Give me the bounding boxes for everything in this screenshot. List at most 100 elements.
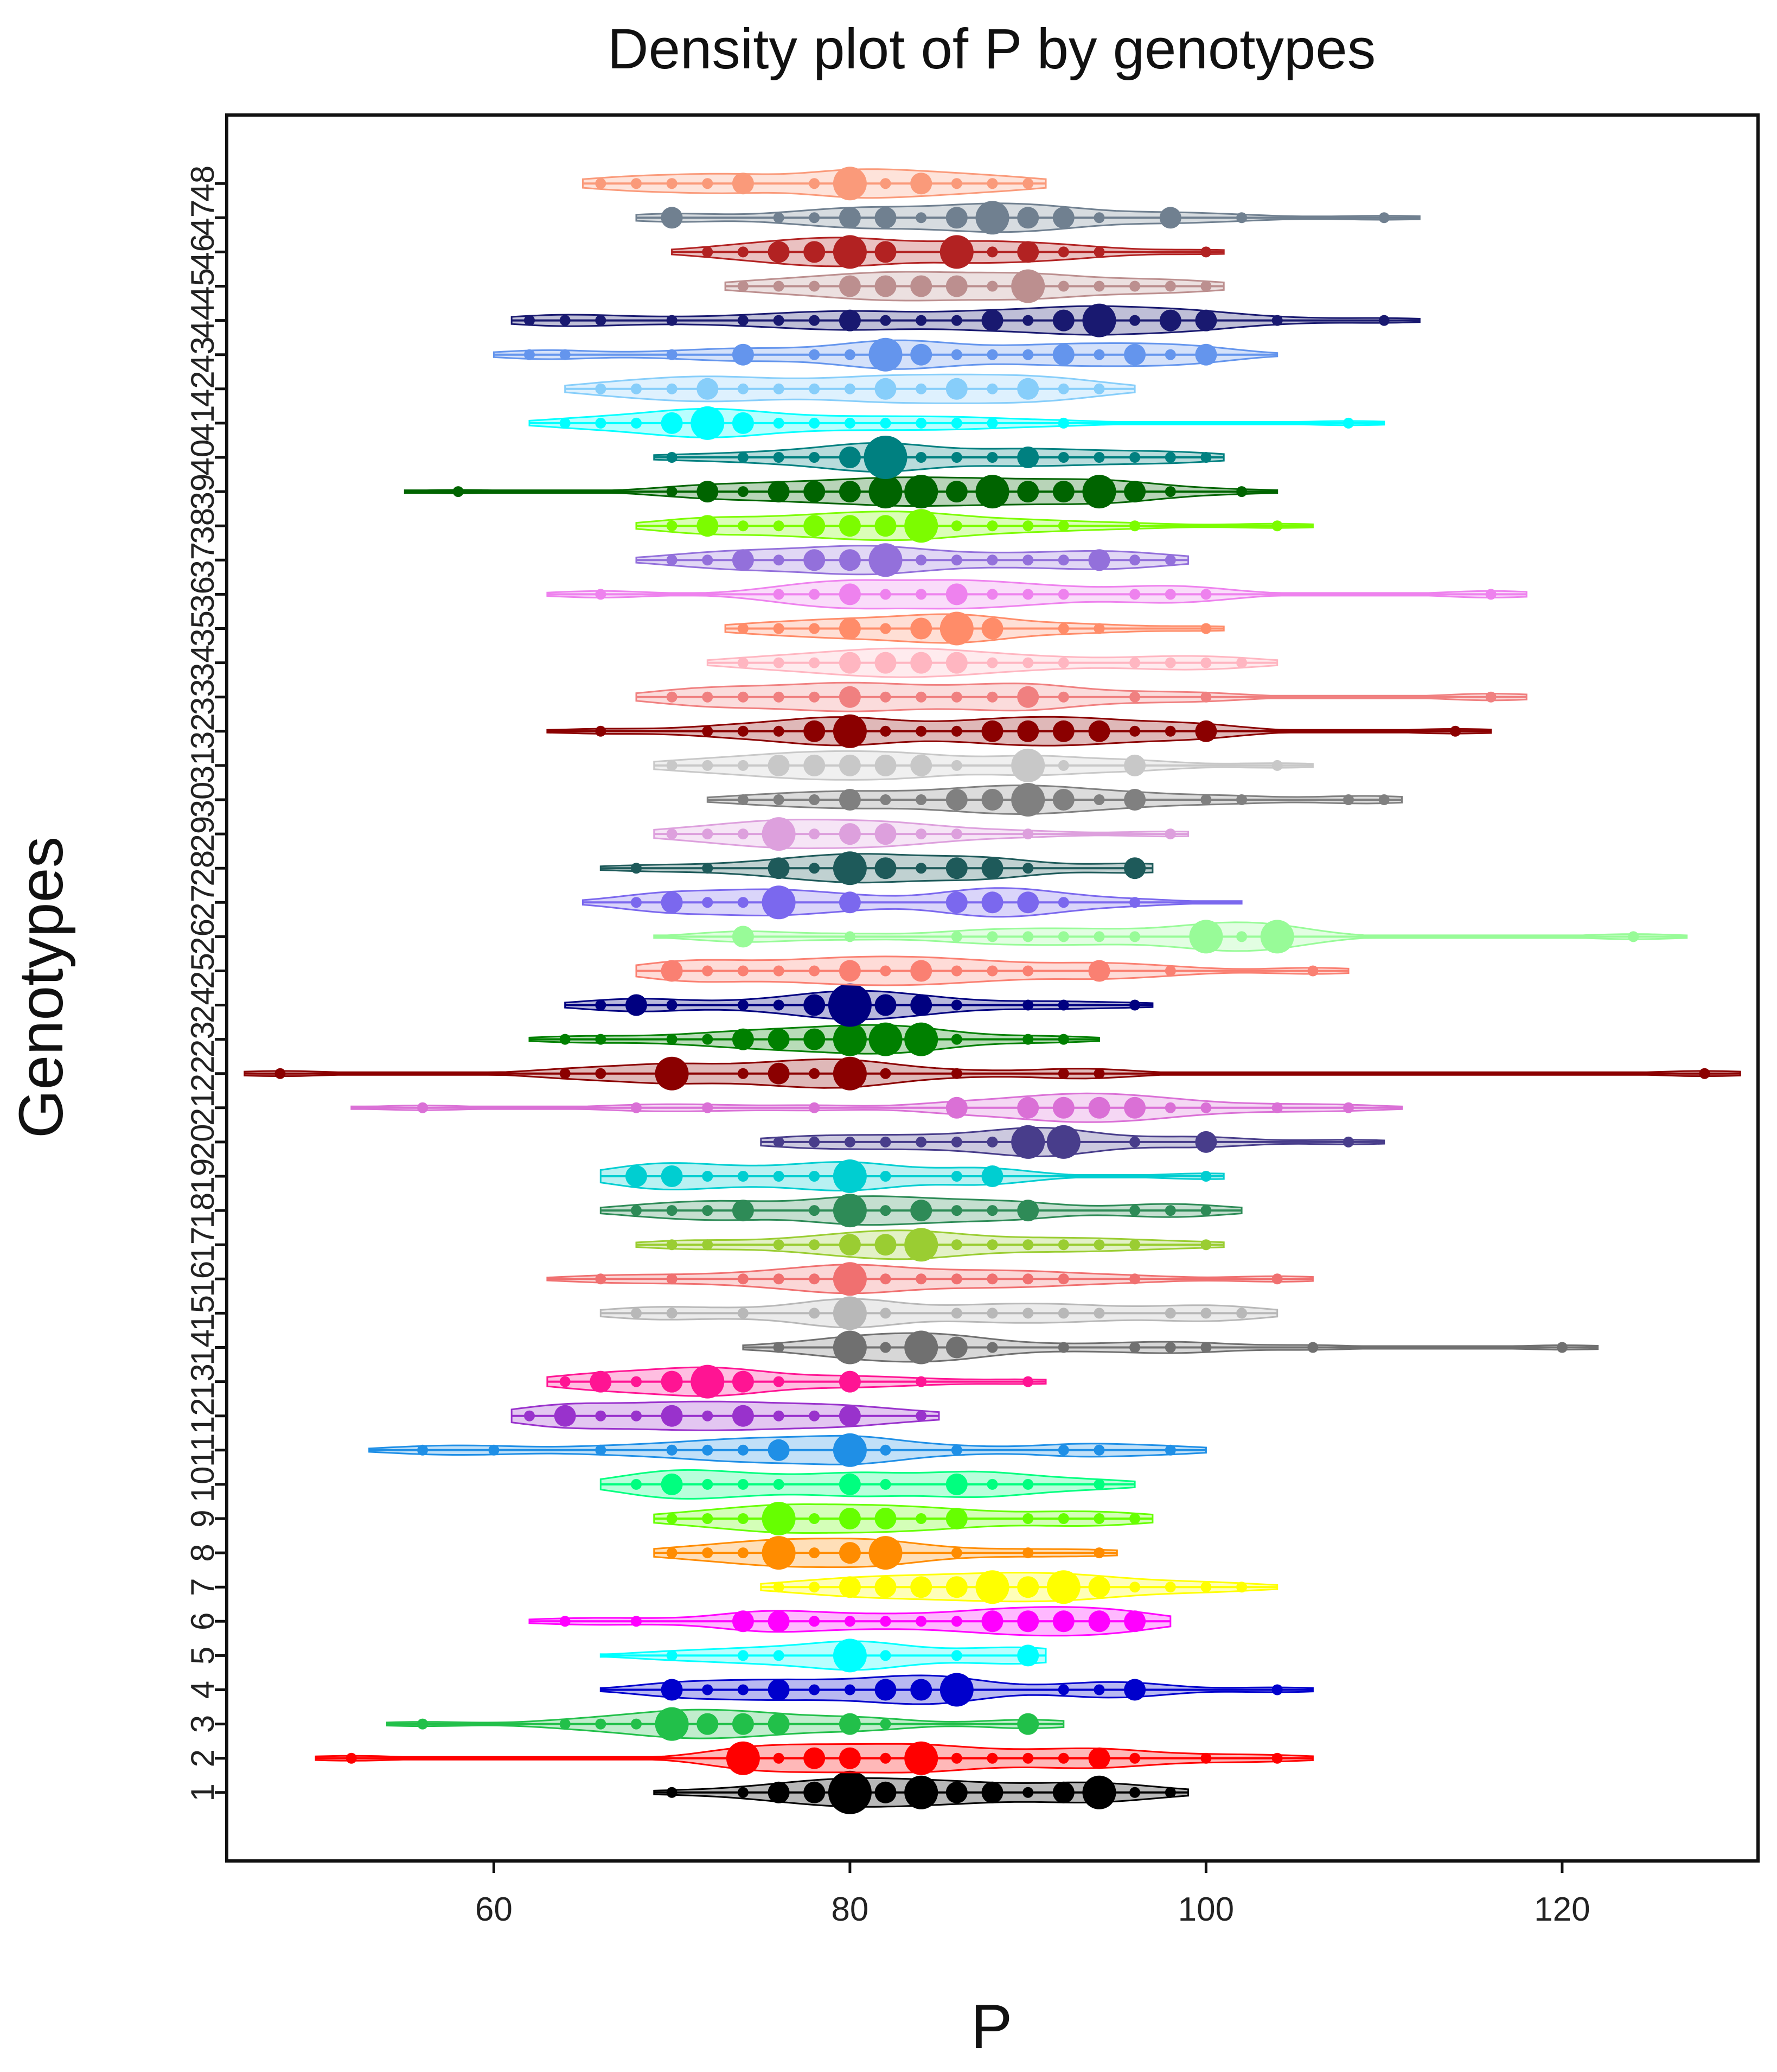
genotype-32-point: [880, 725, 891, 737]
genotype-38-point: [951, 520, 962, 532]
genotype-10-point: [737, 1478, 749, 1490]
y-tick-label: 3: [184, 1715, 221, 1733]
genotype-47-point: [809, 212, 820, 224]
y-tick-label: 19: [184, 1158, 221, 1195]
genotype-36-point: [1129, 589, 1141, 600]
genotype-2-point: [1058, 1752, 1069, 1764]
genotype-28-point: [702, 863, 713, 874]
genotype-1-point: [1165, 1787, 1176, 1798]
genotype-16-point: [880, 1273, 891, 1285]
genotype-30-point: [1124, 789, 1146, 811]
genotype-48-point: [666, 178, 677, 189]
genotype-31-point: [737, 760, 749, 771]
genotype-21-point: [702, 1102, 713, 1113]
y-tick-label: 25: [184, 953, 221, 989]
genotype-3-point: [595, 1718, 606, 1730]
genotype-14-point: [1200, 1342, 1212, 1353]
y-tick-label: 46: [184, 234, 221, 270]
genotype-32-point: [1450, 725, 1461, 737]
genotype-20-point: [773, 1136, 784, 1147]
genotype-45-point: [1200, 280, 1212, 292]
genotype-30-point: [737, 794, 749, 805]
genotype-39-point: [945, 481, 968, 503]
genotype-29-point: [916, 828, 927, 840]
genotype-26-point: [1628, 931, 1639, 942]
genotype-18-point: [833, 1194, 867, 1228]
genotype-23-point: [732, 1028, 754, 1050]
genotype-4-point: [737, 1684, 749, 1695]
genotype-35-point: [1200, 623, 1212, 634]
genotype-13-point: [773, 1376, 784, 1387]
genotype-12-point: [524, 1410, 535, 1421]
genotype-42-point: [666, 383, 677, 394]
genotype-47-point: [1017, 207, 1039, 229]
genotype-27-point: [1129, 897, 1141, 908]
genotype-28-point: [809, 863, 820, 874]
genotype-11-group: [368, 1433, 1207, 1467]
genotype-7-point: [910, 1576, 932, 1598]
genotype-17-point: [702, 1239, 713, 1251]
genotype-6-point: [1088, 1610, 1110, 1633]
genotype-27-group: [582, 885, 1243, 920]
genotype-10-point: [1094, 1478, 1105, 1490]
genotype-38-point: [839, 515, 861, 537]
genotype-6-point: [981, 1610, 1003, 1633]
x-axis: 60 80 100 120: [475, 1861, 1590, 1928]
genotype-6-point: [1124, 1610, 1146, 1633]
genotype-34-point: [910, 652, 932, 674]
genotype-14-point: [1165, 1342, 1176, 1353]
genotype-40-point: [1017, 447, 1039, 468]
genotype-3-point: [655, 1707, 689, 1741]
genotype-3-point: [768, 1713, 790, 1735]
genotype-31-point: [1011, 748, 1045, 782]
genotype-37-point: [702, 554, 713, 566]
genotype-24-point: [910, 994, 932, 1016]
genotype-30-point: [809, 794, 820, 805]
genotype-5-point: [737, 1650, 749, 1661]
genotype-9-point: [809, 1513, 820, 1524]
y-tick-label: 33: [184, 679, 221, 715]
genotype-32-point: [1052, 720, 1075, 742]
y-tick-label: 31: [184, 748, 221, 784]
genotype-20-group: [760, 1125, 1385, 1159]
genotype-42-group: [564, 373, 1136, 404]
genotype-31-point: [803, 754, 826, 776]
genotype-23-group: [528, 1022, 1100, 1056]
genotype-4-point: [844, 1684, 855, 1695]
genotype-18-point: [1129, 1205, 1141, 1216]
genotype-37-point: [666, 554, 677, 566]
genotype-41-point: [951, 417, 962, 429]
genotype-32-point: [916, 725, 927, 737]
genotype-33-point: [916, 691, 927, 703]
genotype-46-point: [1058, 246, 1069, 258]
genotype-21-point: [631, 1102, 642, 1113]
y-tick-label: 42: [184, 371, 221, 407]
genotype-11-point: [951, 1444, 962, 1456]
genotype-41-point: [559, 417, 571, 429]
genotype-20-point: [1046, 1125, 1081, 1159]
genotype-44-point: [809, 315, 820, 326]
y-tick-label: 34: [184, 645, 221, 681]
genotype-32-group: [546, 714, 1492, 748]
genotype-6-point: [809, 1616, 820, 1627]
genotype-45-point: [945, 275, 968, 297]
genotype-44-point: [981, 309, 1003, 331]
genotype-46-point: [987, 246, 998, 258]
genotype-35-point: [880, 623, 891, 634]
genotype-22-point: [1094, 1068, 1105, 1079]
genotype-36-point: [839, 583, 861, 605]
genotype-18-point: [631, 1205, 642, 1216]
genotype-17-point: [809, 1239, 820, 1251]
genotype-39-point: [768, 481, 790, 503]
genotype-22-point: [655, 1056, 689, 1091]
y-tick-label: 23: [184, 1021, 221, 1057]
genotype-46-point: [939, 235, 974, 269]
genotype-48-point: [910, 173, 932, 195]
genotype-43-point: [732, 343, 754, 366]
genotype-23-point: [803, 1028, 826, 1050]
genotype-34-point: [874, 652, 897, 674]
y-tick-label: 12: [184, 1398, 221, 1434]
genotype-24-point: [1058, 999, 1069, 1011]
genotype-41-point: [691, 406, 725, 440]
genotype-6-point: [631, 1616, 642, 1627]
